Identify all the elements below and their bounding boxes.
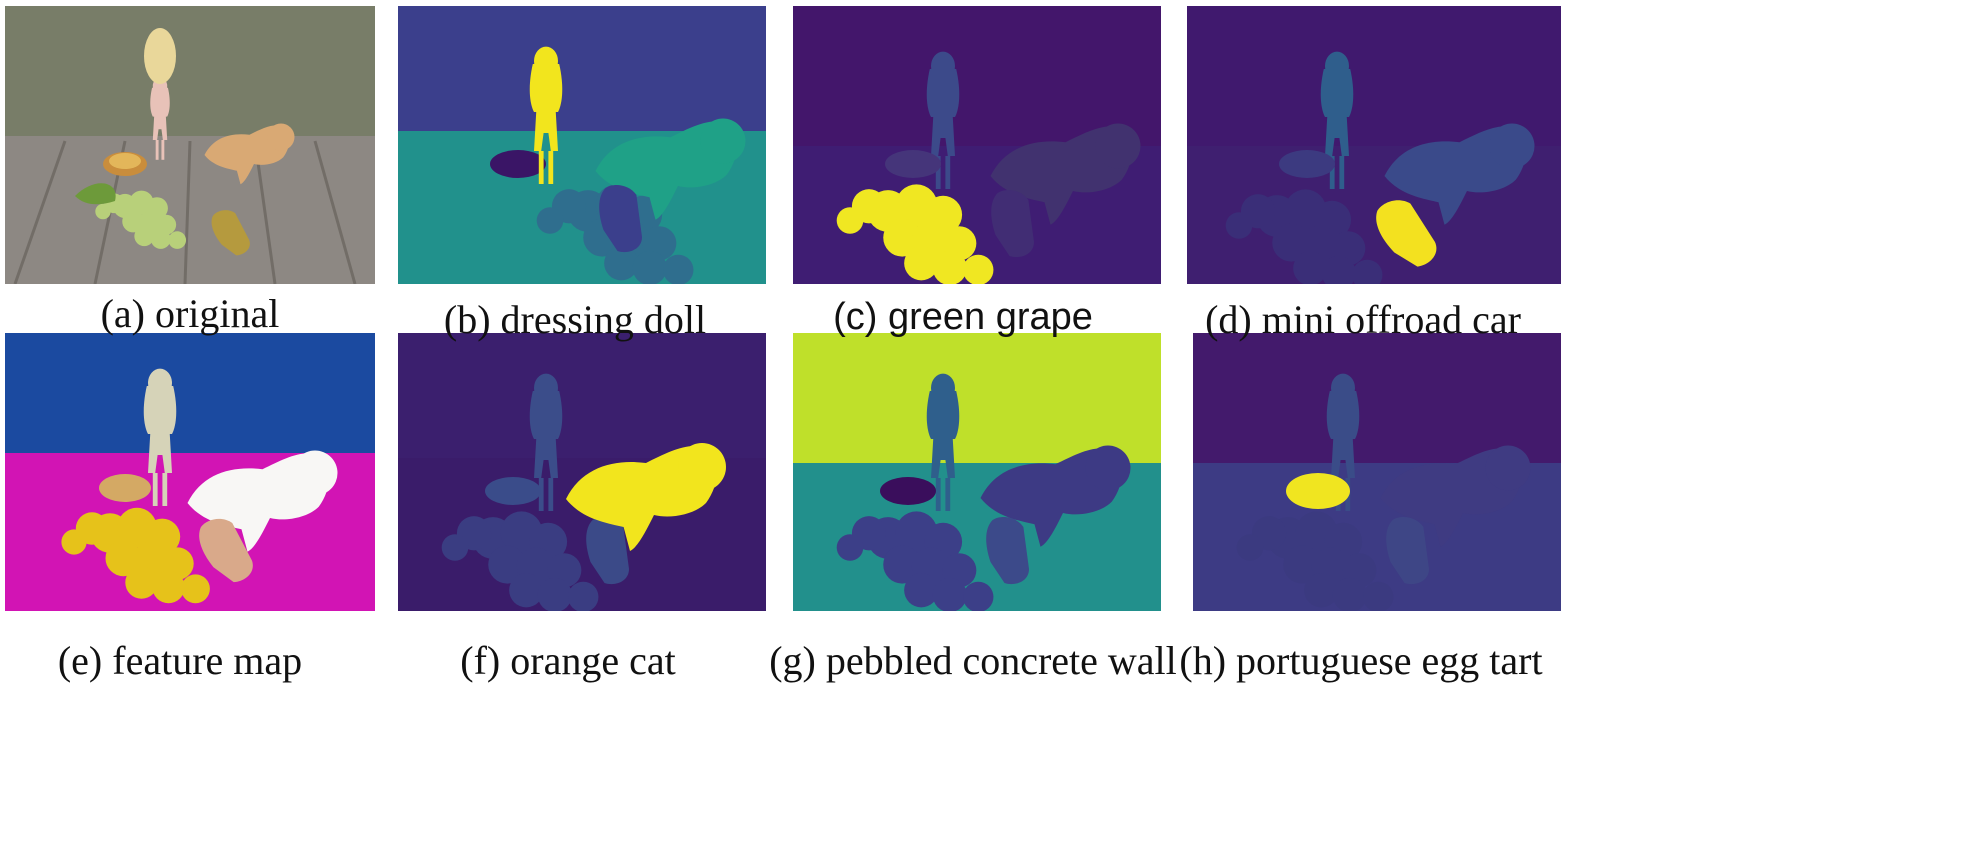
offroad-car-heatmap	[1187, 6, 1561, 284]
caption-egg-tart: (h) portuguese egg tart	[1179, 638, 1543, 683]
caption-dressing-doll: (b) dressing doll	[443, 297, 707, 342]
caption-green-grape: (c) green grape	[833, 296, 1093, 338]
panel-egg-tart-map	[1193, 333, 1561, 611]
green-grape-heatmap	[793, 6, 1161, 284]
caption-original: (a) original	[100, 291, 280, 336]
panel-offroad-car-map	[1187, 6, 1561, 284]
concrete-wall-heatmap	[793, 333, 1161, 611]
panel-original-photo	[5, 6, 375, 284]
caption-concrete-wall: (g) pebbled concrete wall	[769, 638, 1177, 683]
feature-map-image	[5, 333, 375, 611]
dressing-doll-heatmap	[398, 6, 766, 284]
panel-dressing-doll-map	[398, 6, 766, 284]
panel-green-grape-map	[793, 6, 1161, 284]
panel-orange-cat-map	[398, 333, 766, 611]
panel-feature-map	[5, 333, 375, 611]
egg-tart-heatmap	[1193, 333, 1561, 611]
caption-feature-map: (e) feature map	[57, 638, 303, 683]
orange-cat-heatmap	[398, 333, 766, 611]
caption-orange-cat: (f) orange cat	[460, 638, 676, 683]
original-photo-image	[5, 6, 375, 284]
caption-offroad-car: (d) mini offroad car	[1205, 297, 1521, 342]
panel-concrete-wall-map	[793, 333, 1161, 611]
